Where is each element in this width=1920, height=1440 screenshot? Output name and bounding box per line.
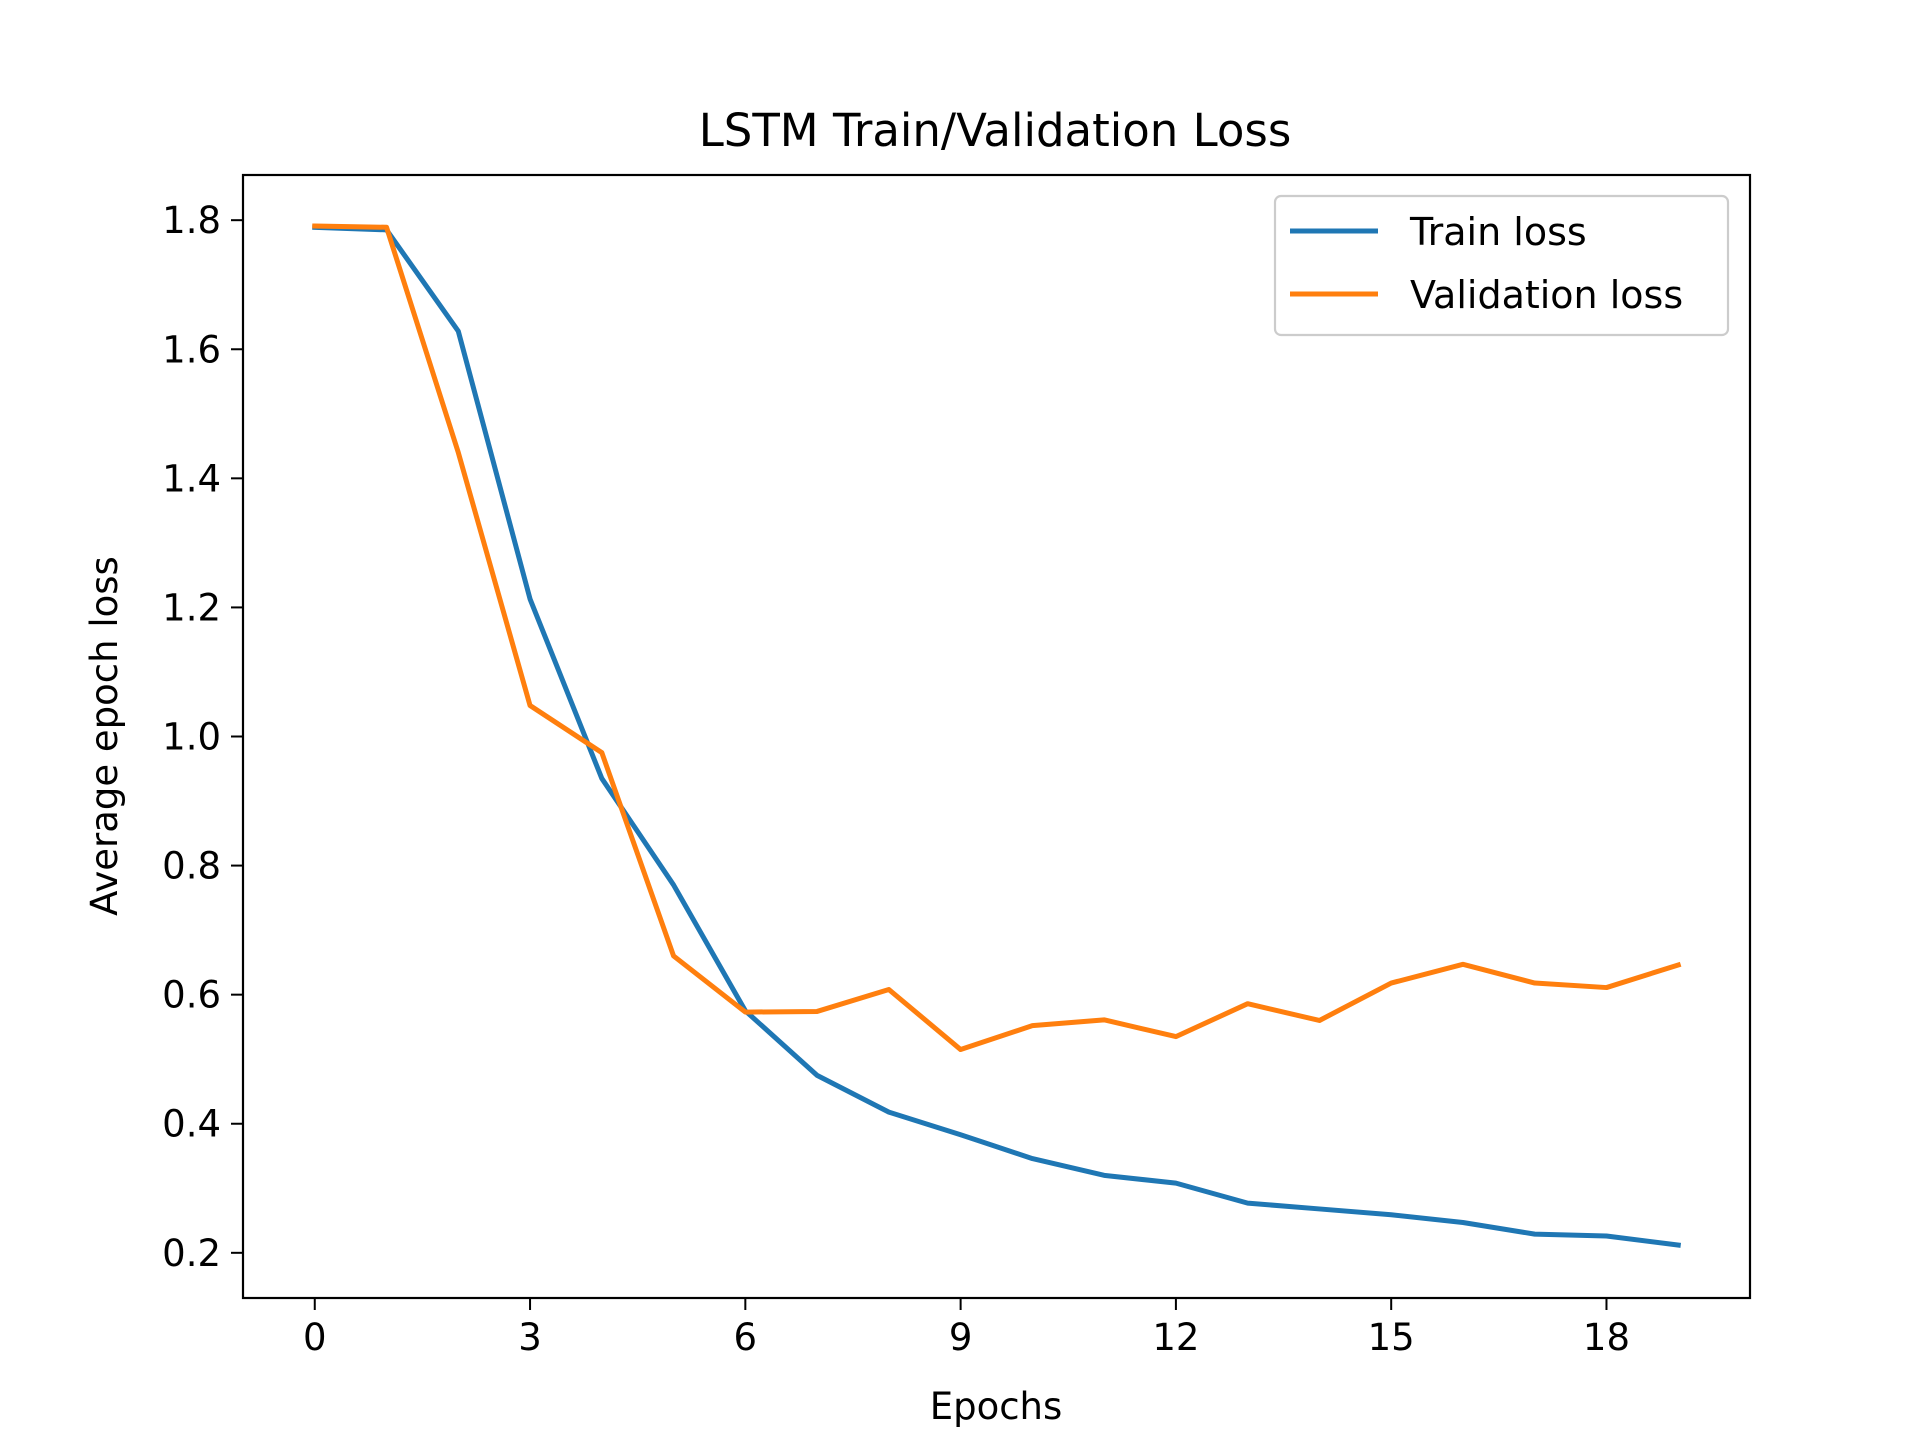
y-axis-label: Average epoch loss — [83, 556, 126, 916]
y-tick-label: 1.2 — [162, 586, 221, 629]
y-tick-label: 0.8 — [162, 845, 221, 888]
y-axis-ticks: 0.2 0.4 0.6 0.8 1.0 1.2 1.4 1.6 1.8 — [162, 199, 243, 1275]
y-tick-label: 0.6 — [162, 974, 221, 1017]
x-tick-label: 15 — [1368, 1316, 1415, 1359]
y-tick-label: 0.2 — [162, 1232, 221, 1275]
series-layer — [312, 223, 1682, 1248]
chart-title: LSTM Train/Validation Loss — [699, 104, 1292, 157]
series-line-validation-loss — [312, 223, 1682, 1053]
x-axis-ticks: 0 3 6 9 12 15 18 — [303, 1298, 1630, 1359]
legend: Train loss Validation loss — [1273, 194, 1730, 337]
x-tick-label: 0 — [303, 1316, 327, 1359]
y-tick-label: 1.0 — [162, 716, 221, 759]
y-tick-label: 0.4 — [162, 1103, 221, 1146]
x-tick-label: 18 — [1583, 1316, 1630, 1359]
x-tick-label: 3 — [518, 1316, 542, 1359]
x-tick-label: 9 — [949, 1316, 973, 1359]
series-line-train-loss — [312, 224, 1682, 1248]
x-tick-label: 12 — [1152, 1316, 1199, 1359]
legend-box — [1273, 194, 1730, 337]
y-tick-label: 1.6 — [162, 328, 221, 371]
y-tick-label: 1.4 — [162, 457, 221, 500]
legend-label-validation-loss: Validation loss — [1410, 273, 1683, 317]
x-axis-label: Epochs — [930, 1385, 1063, 1428]
x-tick-label: 6 — [734, 1316, 758, 1359]
legend-label-train-loss: Train loss — [1409, 210, 1587, 254]
y-tick-label: 1.8 — [162, 199, 221, 242]
